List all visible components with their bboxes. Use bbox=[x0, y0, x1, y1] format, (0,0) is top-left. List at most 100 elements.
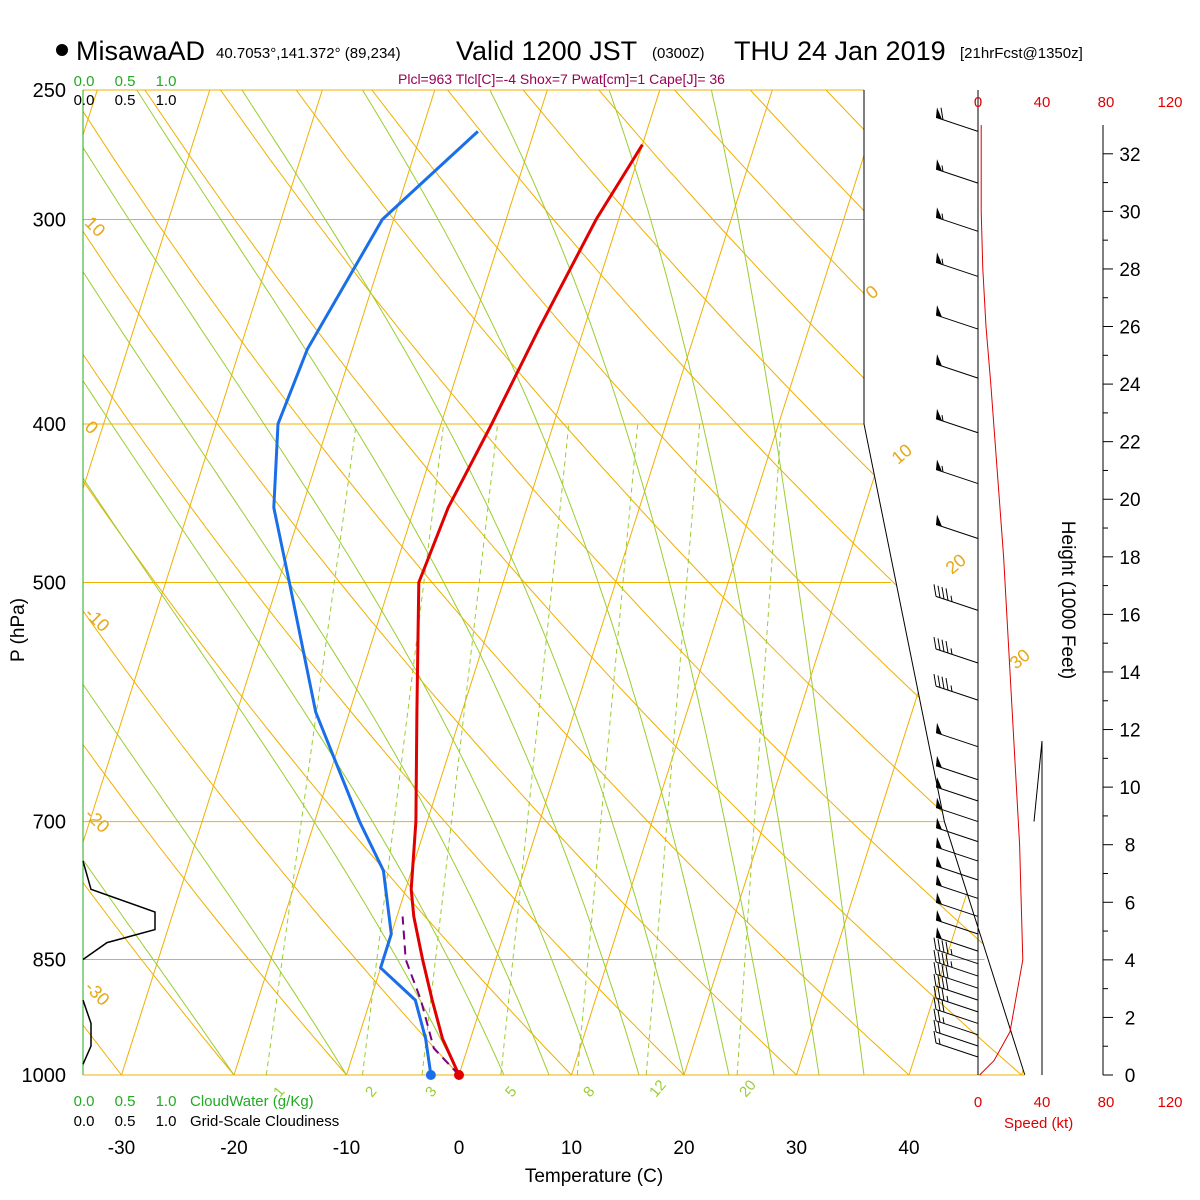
dry-adiabat-line bbox=[825, 90, 1025, 1075]
wind-barb-flag bbox=[936, 722, 942, 735]
speed-tick-bottom: 40 bbox=[1034, 1094, 1051, 1111]
station-marker-icon bbox=[56, 44, 68, 56]
wind-barb-staff bbox=[935, 685, 979, 701]
height-tick-label: 30 bbox=[1119, 202, 1140, 223]
wind-barb-staff bbox=[935, 807, 979, 823]
wind-barb-staff bbox=[935, 827, 979, 843]
height-tick-label: 18 bbox=[1119, 548, 1140, 569]
wind-barb-staff bbox=[935, 1031, 979, 1047]
wind-barb-feather bbox=[941, 940, 945, 953]
pressure-tick-label: 300 bbox=[33, 210, 66, 232]
surface-temperature-point bbox=[454, 1070, 464, 1080]
height-tick-label: 16 bbox=[1119, 605, 1140, 626]
y-axis-label: P (hPa) bbox=[8, 598, 29, 662]
wind-barb-flag bbox=[936, 797, 942, 810]
wind-barb-feather bbox=[945, 966, 949, 979]
mixing-ratio-label: 5 bbox=[502, 1083, 520, 1100]
wind-barb-flag bbox=[936, 927, 942, 940]
isotherm-line bbox=[83, 90, 323, 1075]
speed-tick-bottom: 0 bbox=[974, 1094, 982, 1111]
wind-barb-staff bbox=[935, 595, 979, 611]
cloudwater-tick-top: 0.5 bbox=[115, 73, 136, 90]
temperature-tick-label: -10 bbox=[333, 1138, 360, 1159]
wind-barb-flag bbox=[936, 909, 942, 922]
wind-barb-feather bbox=[945, 588, 949, 601]
speed-tick-bottom: 120 bbox=[1157, 1094, 1182, 1111]
isotherm-line bbox=[233, 90, 548, 1075]
wind-barb-staff bbox=[935, 765, 979, 781]
wind-barb-half-feather bbox=[941, 213, 944, 220]
temperature-tick-label: 20 bbox=[673, 1138, 694, 1159]
wind-barb-half-feather bbox=[941, 165, 944, 172]
wind-barb-flag bbox=[936, 817, 942, 830]
cloudiness-tick-bottom: 0.5 bbox=[115, 1113, 136, 1130]
height-tick-label: 0 bbox=[1125, 1066, 1136, 1087]
height-tick-label: 28 bbox=[1119, 260, 1140, 281]
speed-tick-top: 40 bbox=[1034, 94, 1051, 111]
pressure-tick-label: 400 bbox=[33, 414, 66, 436]
station-name: MisawaAD bbox=[76, 36, 205, 66]
wind-barb-staff bbox=[935, 418, 979, 434]
mixing-ratio-line bbox=[500, 423, 570, 1075]
wind-barb-half-feather bbox=[950, 961, 953, 968]
cloudiness-label: Grid-Scale Cloudiness bbox=[190, 1113, 339, 1130]
isotherm-line bbox=[83, 90, 211, 1075]
wind-barb-half-feather bbox=[950, 595, 953, 602]
cloudiness-line bbox=[82, 999, 92, 1065]
moist-adiabat-line bbox=[710, 90, 865, 1075]
temperature-tick-label: 30 bbox=[786, 1138, 807, 1159]
wind-barb-feather bbox=[945, 941, 949, 954]
moist-adiabat-line bbox=[83, 90, 550, 1075]
height-tick-label: 8 bbox=[1125, 836, 1136, 857]
temperature-tick-label: 40 bbox=[898, 1138, 919, 1159]
dry-adiabat-label: 0 bbox=[862, 281, 883, 303]
height-tick-label: 24 bbox=[1119, 375, 1141, 396]
axis-labels: 250 300 400 5 0 0 700 850 1000 -30 -20 -10 0 10 20 30 40… bbox=[22, 73, 1034, 1159]
pressure-tick-label: 250 bbox=[33, 80, 66, 102]
wind-barb-feather bbox=[933, 962, 937, 975]
wind-barb-staff bbox=[935, 985, 979, 1001]
wind-barb-flag bbox=[936, 107, 942, 120]
wind-barb-feather bbox=[941, 639, 945, 652]
wind-barb-flag bbox=[936, 459, 942, 472]
wind-barb-staff bbox=[935, 949, 979, 965]
wind-barb-feather bbox=[933, 997, 937, 1010]
cloudiness-tick-bottom: 1.0 bbox=[156, 1113, 177, 1130]
wind-barb-staff bbox=[935, 168, 979, 184]
speed-tick-top: 80 bbox=[1098, 94, 1115, 111]
isotherm-line bbox=[1021, 90, 1025, 1075]
wind-barb-feather bbox=[937, 938, 941, 952]
pressure-tick-label: 700 bbox=[33, 812, 66, 834]
temperature-tick-label: -30 bbox=[108, 1138, 135, 1159]
wind-barb-staff bbox=[935, 732, 979, 748]
wind-barb-feather bbox=[933, 1019, 937, 1033]
pressure-tick-label: 1000 bbox=[22, 1065, 67, 1087]
wind-barb-feather bbox=[937, 963, 941, 976]
wind-barb-half-feather bbox=[950, 948, 953, 956]
chart-header: MisawaAD 40.7053°,141.372° (89,234) Vali… bbox=[56, 36, 1083, 87]
wind-barb-feather bbox=[933, 985, 937, 998]
wind-barb-feather bbox=[937, 975, 941, 988]
speed-tick-top: 0 bbox=[974, 94, 982, 111]
wind-barb-feather bbox=[937, 585, 941, 598]
temperature-tick-label: -20 bbox=[220, 1138, 247, 1159]
dewpoint-line bbox=[272, 130, 479, 1076]
forecast-hour: [21hrFcst@1350z] bbox=[960, 45, 1083, 62]
wind-barb-feather bbox=[937, 675, 941, 688]
wind-barb-feather bbox=[933, 1030, 937, 1044]
dry-adiabat-label: 10 bbox=[888, 440, 916, 468]
moist-adiabat-line bbox=[83, 90, 595, 1075]
x-axis-label: Temperature (C) bbox=[525, 1166, 663, 1187]
height-tick-label: 22 bbox=[1119, 433, 1140, 454]
height-tick-label: 20 bbox=[1119, 490, 1140, 511]
wind-barb-staff bbox=[935, 973, 979, 989]
wind-barb-half-feather bbox=[950, 685, 953, 692]
height-tick-label: 12 bbox=[1119, 721, 1140, 742]
wind-barb-feather bbox=[937, 1021, 941, 1034]
wind-barb-staff bbox=[935, 1020, 979, 1036]
pressure-tick-label: 850 bbox=[33, 950, 66, 972]
sounding-params: Plcl=963 Tlcl[C]=-4 Shox=7 Pwat[cm]=1 Ca… bbox=[398, 71, 725, 87]
cloudiness-tick-top: 0.0 bbox=[74, 92, 95, 109]
